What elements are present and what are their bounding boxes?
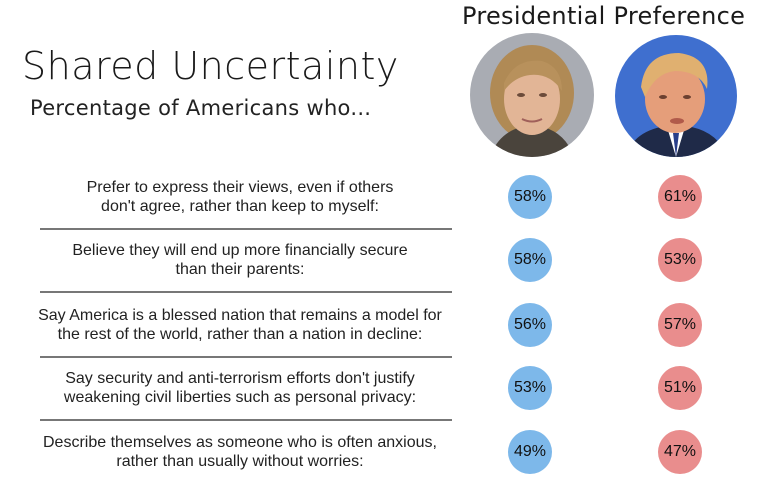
- row-divider: [40, 419, 452, 421]
- row-label-line: weakening civil liberties such as person…: [63, 389, 417, 406]
- row-divider: [40, 291, 452, 293]
- row-label: Say America is a blessed nation that rem…: [10, 306, 470, 344]
- value-bubble-right: 57%: [658, 303, 702, 347]
- value-bubble-left: 49%: [508, 430, 552, 474]
- value-bubble-right: 47%: [658, 430, 702, 474]
- value-bubble-left: 58%: [508, 238, 552, 282]
- row-label-line: Describe themselves as someone who is of…: [43, 434, 437, 451]
- value-bubble-right: 53%: [658, 238, 702, 282]
- row-label-line: Say security and anti-terrorism efforts …: [65, 370, 415, 387]
- value-bubble-left: 53%: [508, 366, 552, 410]
- row-label: Believe they will end up more financiall…: [10, 241, 470, 279]
- value-bubble-left: 56%: [508, 303, 552, 347]
- row-label: Describe themselves as someone who is of…: [10, 433, 470, 471]
- row-label: Prefer to express their views, even if o…: [10, 178, 470, 216]
- row-label-line: Prefer to express their views, even if o…: [86, 179, 394, 196]
- column-header: Presidential Preference: [462, 2, 746, 30]
- row-label-line: Say America is a blessed nation that rem…: [38, 307, 442, 324]
- chart-subtitle: Percentage of Americans who...: [30, 96, 372, 120]
- row-label-line: rather than usually without worries:: [116, 453, 364, 470]
- candidate-photo-right: [615, 35, 737, 157]
- value-bubble-right: 51%: [658, 366, 702, 410]
- row-divider: [40, 228, 452, 230]
- row-divider: [40, 356, 452, 358]
- row-label: Say security and anti-terrorism efforts …: [10, 369, 470, 407]
- row-label-line: Believe they will end up more financiall…: [72, 242, 408, 259]
- row-label-line: don't agree, rather than keep to myself:: [101, 198, 379, 215]
- candidate-photo-left: [470, 33, 594, 157]
- row-label-line: the rest of the world, rather than a nat…: [57, 326, 423, 343]
- value-bubble-right: 61%: [658, 175, 702, 219]
- chart-title: Shared Uncertainty: [22, 44, 399, 88]
- value-bubble-left: 58%: [508, 175, 552, 219]
- row-label-line: than their parents:: [175, 261, 305, 278]
